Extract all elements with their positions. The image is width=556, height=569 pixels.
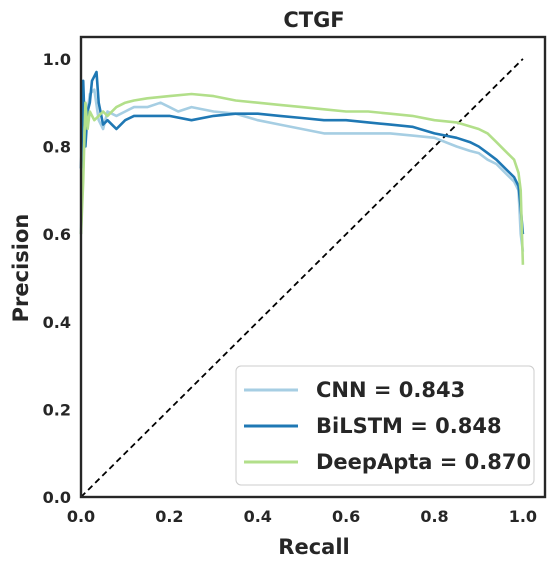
x-tick-label: 0.2 bbox=[155, 507, 183, 526]
y-tick-label: 0.6 bbox=[43, 225, 71, 244]
legend-entry: BiLSTM = 0.848 bbox=[316, 414, 502, 438]
y-tick-label: 0.2 bbox=[43, 400, 71, 419]
x-axis-label: Recall bbox=[278, 535, 349, 559]
y-tick-label: 0.8 bbox=[43, 138, 71, 157]
plot-frame bbox=[79, 35, 547, 499]
y-tick-label: 0.4 bbox=[43, 313, 71, 332]
y-axis-label: Precision bbox=[9, 214, 33, 323]
legend-box bbox=[235, 365, 535, 486]
legend-entry: DeepApta = 0.870 bbox=[316, 450, 531, 474]
x-tick-label: 0.0 bbox=[67, 507, 95, 526]
series-line-3 bbox=[79, 92, 525, 265]
x-tick-label: 1.0 bbox=[509, 507, 537, 526]
series-line-1 bbox=[79, 88, 525, 252]
y-tick-label: 1.0 bbox=[43, 50, 71, 69]
chart-title: CTGF bbox=[283, 8, 344, 32]
x-tick-label: 0.4 bbox=[244, 507, 272, 526]
diagonal-reference-line bbox=[80, 58, 524, 498]
series-line-2 bbox=[79, 70, 525, 235]
x-tick-label: 0.8 bbox=[420, 507, 448, 526]
legend-entry: CNN = 0.843 bbox=[316, 378, 465, 402]
y-tick-label: 0.0 bbox=[43, 488, 71, 507]
x-tick-label: 0.6 bbox=[332, 507, 360, 526]
